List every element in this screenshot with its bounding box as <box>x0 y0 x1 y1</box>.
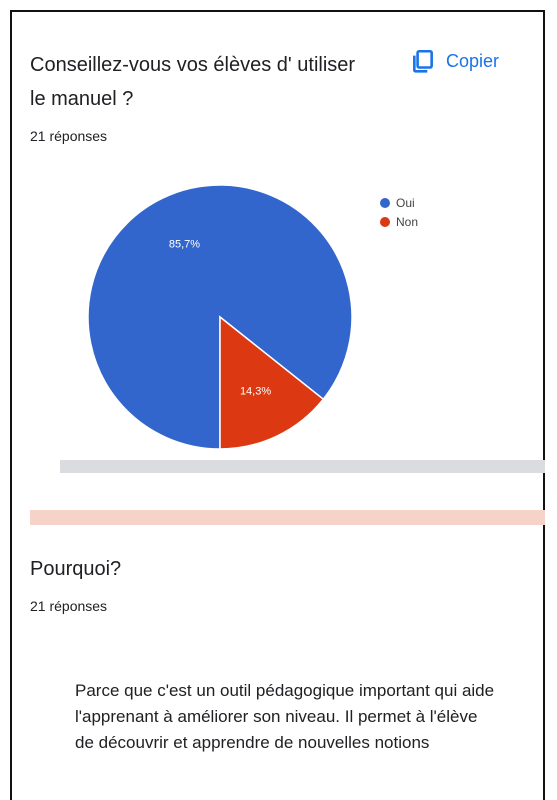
pie-label-oui: 85,7% <box>169 238 200 250</box>
copy-label: Copier <box>446 50 500 71</box>
response-count-2: 21 réponses <box>30 598 108 614</box>
question-title: Conseillez-vous vos élèves d' utiliser l… <box>30 54 356 110</box>
copy-button[interactable]: Copier <box>410 48 499 74</box>
chart-legend: Oui Non <box>380 193 418 231</box>
response-count: 21 réponses <box>30 128 108 144</box>
legend-item-oui: Oui <box>380 193 418 212</box>
legend-item-non: Non <box>380 212 418 231</box>
question-title-2: Pourquoi? <box>30 558 122 580</box>
answer-text: Parce que c'est un outil pédagogique imp… <box>75 681 495 752</box>
window-frame <box>10 10 545 800</box>
pie-label-non: 14,3% <box>240 386 271 398</box>
pie-chart: 85,7% 14,3% <box>87 184 353 450</box>
legend-label-non: Non <box>396 214 419 229</box>
copy-icon <box>413 49 433 73</box>
legend-label-oui: Oui <box>396 195 415 210</box>
horizontal-scrollbar[interactable] <box>60 460 545 473</box>
pie-slice-non <box>219 315 325 450</box>
legend-dot-non <box>380 216 390 227</box>
legend-dot-oui <box>380 197 390 208</box>
section-divider <box>30 510 545 525</box>
